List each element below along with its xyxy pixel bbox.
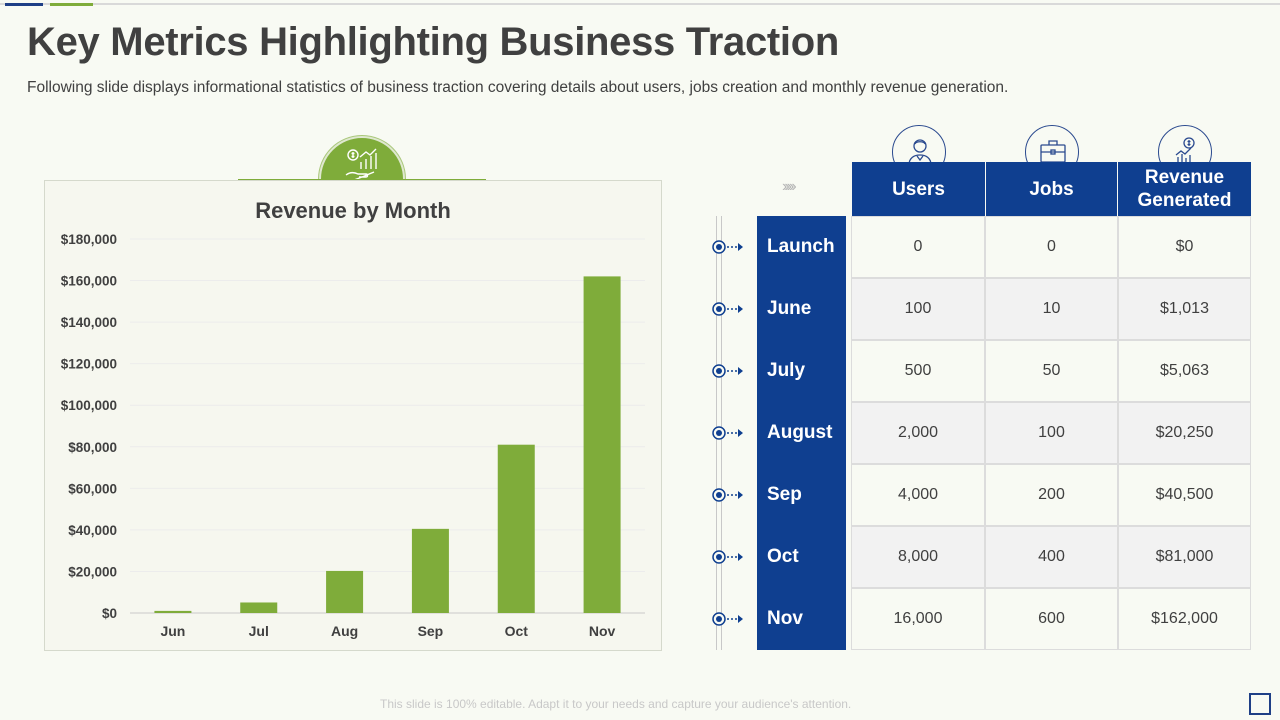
revenue-chart: Revenue by Month $0 $20,000 $40,000 $60,000 $…	[44, 180, 662, 651]
header-jobs: Jobs	[986, 162, 1117, 216]
timeline-marker-icon	[711, 239, 747, 255]
table-cell-revenue: $5,063	[1118, 340, 1251, 402]
page-subtitle: Following slide displays informational s…	[27, 79, 1009, 96]
y-tick-label: $160,000	[61, 274, 117, 289]
timeline-marker-icon	[711, 487, 747, 503]
table-cell-jobs: 400	[985, 526, 1118, 588]
top-accent-green	[50, 3, 93, 6]
user-icon	[908, 139, 932, 166]
y-tick-label: $80,000	[68, 440, 117, 455]
chevron-arrows-icon: ›››››	[782, 178, 797, 195]
table-cell-revenue: $162,000	[1118, 588, 1251, 650]
x-tick-label: Nov	[589, 623, 616, 639]
bar-jul	[240, 602, 278, 613]
table-cell-revenue: $0	[1118, 216, 1251, 278]
bar-aug	[326, 570, 364, 613]
timeline-marker-icon	[711, 611, 747, 627]
x-tick-label: Aug	[331, 623, 358, 639]
timeline-marker-icon	[711, 301, 747, 317]
corner-square	[1249, 693, 1271, 715]
table-cell-revenue: $1,013	[1118, 278, 1251, 340]
row-label-sep: Sep	[757, 464, 846, 526]
row-label-launch: Launch	[757, 216, 846, 278]
table-cell-jobs: 50	[985, 340, 1118, 402]
top-accent-blue	[5, 3, 43, 6]
bar-sep	[411, 528, 449, 613]
table-cell-users: 0	[851, 216, 985, 278]
bar-nov	[583, 276, 621, 613]
table-cell-jobs: 100	[985, 402, 1118, 464]
table-cell-revenue: $81,000	[1118, 526, 1251, 588]
y-tick-label: $180,000	[61, 232, 117, 247]
y-tick-label: $40,000	[68, 523, 117, 538]
row-label-july: July	[757, 340, 846, 402]
money-growth-icon	[345, 148, 377, 181]
timeline-marker-icon	[711, 363, 747, 379]
x-tick-label: Jun	[160, 623, 185, 639]
table-cell-jobs: 600	[985, 588, 1118, 650]
timeline-marker-icon	[711, 425, 747, 441]
revenue-chart-icon	[1175, 137, 1197, 164]
bar-oct	[497, 444, 535, 613]
x-tick-label: Sep	[418, 623, 444, 639]
chart-canvas: Revenue by Month $0 $20,000 $40,000 $60,000 $…	[61, 198, 645, 639]
y-tick-label: $60,000	[68, 481, 117, 496]
y-tick-label: $100,000	[61, 398, 117, 413]
row-label-august: August	[757, 402, 846, 464]
table-cell-jobs: 0	[985, 216, 1118, 278]
row-label-nov: Nov	[757, 588, 846, 650]
header-revenue: Revenue Generated	[1118, 162, 1251, 216]
x-tick-label: Jul	[249, 623, 269, 639]
table-cell-users: 16,000	[851, 588, 985, 650]
table-cell-revenue: $40,500	[1118, 464, 1251, 526]
footer-note: This slide is 100% editable. Adapt it to…	[380, 697, 852, 711]
table-cell-users: 4,000	[851, 464, 985, 526]
top-divider	[0, 3, 1280, 5]
table-cell-users: 8,000	[851, 526, 985, 588]
timeline-marker-icon	[711, 549, 747, 565]
table-cell-users: 2,000	[851, 402, 985, 464]
bar-jun	[154, 610, 192, 613]
y-tick-label: $120,000	[61, 357, 117, 372]
page-title: Key Metrics Highlighting Business Tracti…	[27, 20, 839, 64]
table-cell-jobs: 200	[985, 464, 1118, 526]
y-tick-label: $20,000	[68, 564, 117, 579]
chart-title: Revenue by Month	[255, 198, 451, 223]
header-users: Users	[852, 162, 985, 216]
row-label-oct: Oct	[757, 526, 846, 588]
row-label-june: June	[757, 278, 846, 340]
y-tick-label: $0	[102, 606, 117, 621]
table-cell-users: 100	[851, 278, 985, 340]
table-cell-users: 500	[851, 340, 985, 402]
table-cell-jobs: 10	[985, 278, 1118, 340]
x-tick-label: Oct	[505, 623, 529, 639]
table-cell-revenue: $20,250	[1118, 402, 1251, 464]
y-tick-label: $140,000	[61, 315, 117, 330]
